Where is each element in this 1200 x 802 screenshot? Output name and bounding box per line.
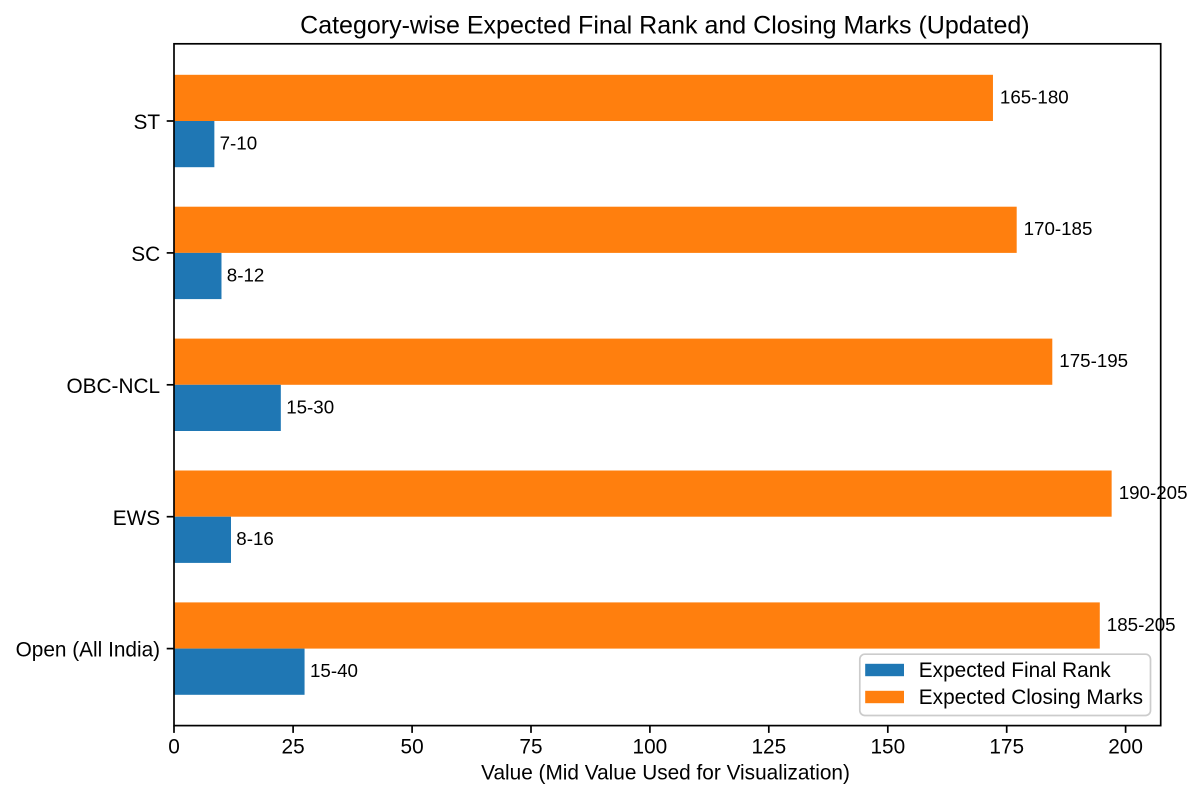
svg-text:0: 0 — [168, 736, 180, 759]
svg-text:8-16: 8-16 — [236, 528, 274, 549]
svg-text:Open (All India): Open (All India) — [16, 639, 161, 662]
svg-text:8-12: 8-12 — [227, 264, 265, 285]
svg-text:15-40: 15-40 — [310, 660, 358, 681]
svg-text:ST: ST — [134, 111, 161, 134]
svg-text:OBC-NCL: OBC-NCL — [66, 375, 160, 398]
svg-text:Expected Closing Marks: Expected Closing Marks — [919, 686, 1143, 709]
svg-text:15-30: 15-30 — [286, 396, 334, 417]
svg-text:SC: SC — [131, 243, 160, 266]
svg-text:190-205: 190-205 — [1119, 482, 1188, 503]
svg-text:125: 125 — [751, 736, 786, 759]
svg-text:Expected Final Rank: Expected Final Rank — [919, 659, 1111, 682]
svg-text:185-205: 185-205 — [1107, 614, 1176, 635]
svg-text:75: 75 — [519, 736, 542, 759]
svg-text:170-185: 170-185 — [1024, 218, 1093, 239]
svg-text:25: 25 — [282, 736, 305, 759]
svg-text:7-10: 7-10 — [220, 133, 258, 154]
svg-text:Value (Mid Value Used for Visu: Value (Mid Value Used for Visualization) — [481, 762, 850, 785]
svg-text:50: 50 — [401, 736, 424, 759]
svg-text:165-180: 165-180 — [1000, 86, 1069, 107]
svg-text:150: 150 — [870, 736, 905, 759]
svg-text:EWS: EWS — [113, 507, 160, 530]
svg-text:100: 100 — [633, 736, 668, 759]
svg-text:175-195: 175-195 — [1059, 350, 1128, 371]
svg-text:175: 175 — [989, 736, 1024, 759]
svg-text:200: 200 — [1108, 736, 1143, 759]
svg-text:Category-wise Expected Final R: Category-wise Expected Final Rank and Cl… — [300, 11, 1030, 39]
